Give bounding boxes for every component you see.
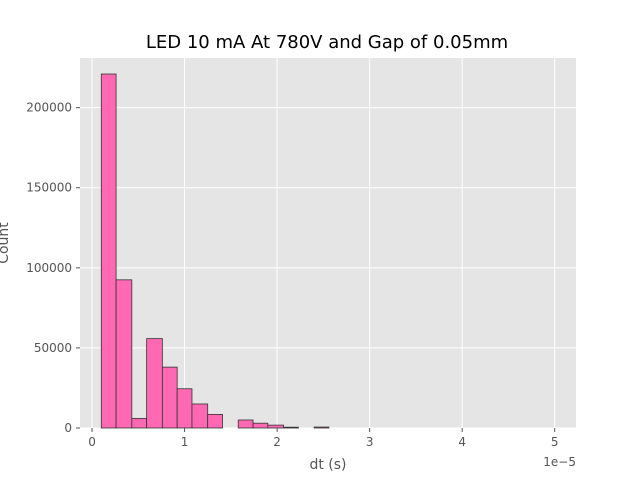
histogram-bar: [313, 426, 330, 429]
x-axis-ticks: 0 1 2 3 4 5: [88, 428, 559, 449]
y-tick-label: 0: [64, 421, 72, 435]
histogram-bar: [267, 424, 284, 429]
histogram-bar: [161, 366, 178, 429]
y-axis-label: Count: [0, 222, 12, 264]
histogram-bar: [146, 338, 163, 429]
x-tick-label: 4: [458, 435, 466, 449]
histogram-bars: [100, 73, 330, 429]
x-tick-label: 0: [88, 435, 96, 449]
x-tick-label: 1: [181, 435, 189, 449]
y-tick-label: 100000: [26, 261, 72, 275]
histogram-bar: [191, 403, 209, 429]
chart-title: LED 10 mA At 780V and Gap of 0.05mm: [146, 32, 508, 53]
histogram-bar: [207, 413, 223, 429]
y-tick-label: 150000: [26, 181, 72, 195]
histogram-bar: [237, 419, 254, 429]
x-axis-offset-label: 1e−5: [543, 455, 576, 469]
x-tick-label: 3: [366, 435, 374, 449]
histogram-bar: [283, 426, 299, 429]
y-tick-label: 200000: [26, 101, 72, 115]
x-tick-label: 2: [273, 435, 281, 449]
histogram-bar: [131, 417, 148, 429]
y-tick-label: 50000: [34, 341, 72, 355]
y-axis-ticks: 0 50000 100000 150000 200000: [26, 101, 80, 435]
histogram-bar: [252, 422, 269, 429]
x-axis-label: dt (s): [309, 457, 346, 473]
x-tick-label: 5: [551, 435, 559, 449]
histogram-bar: [115, 279, 133, 429]
histogram-bar: [100, 73, 117, 429]
histogram-bar: [176, 388, 193, 429]
